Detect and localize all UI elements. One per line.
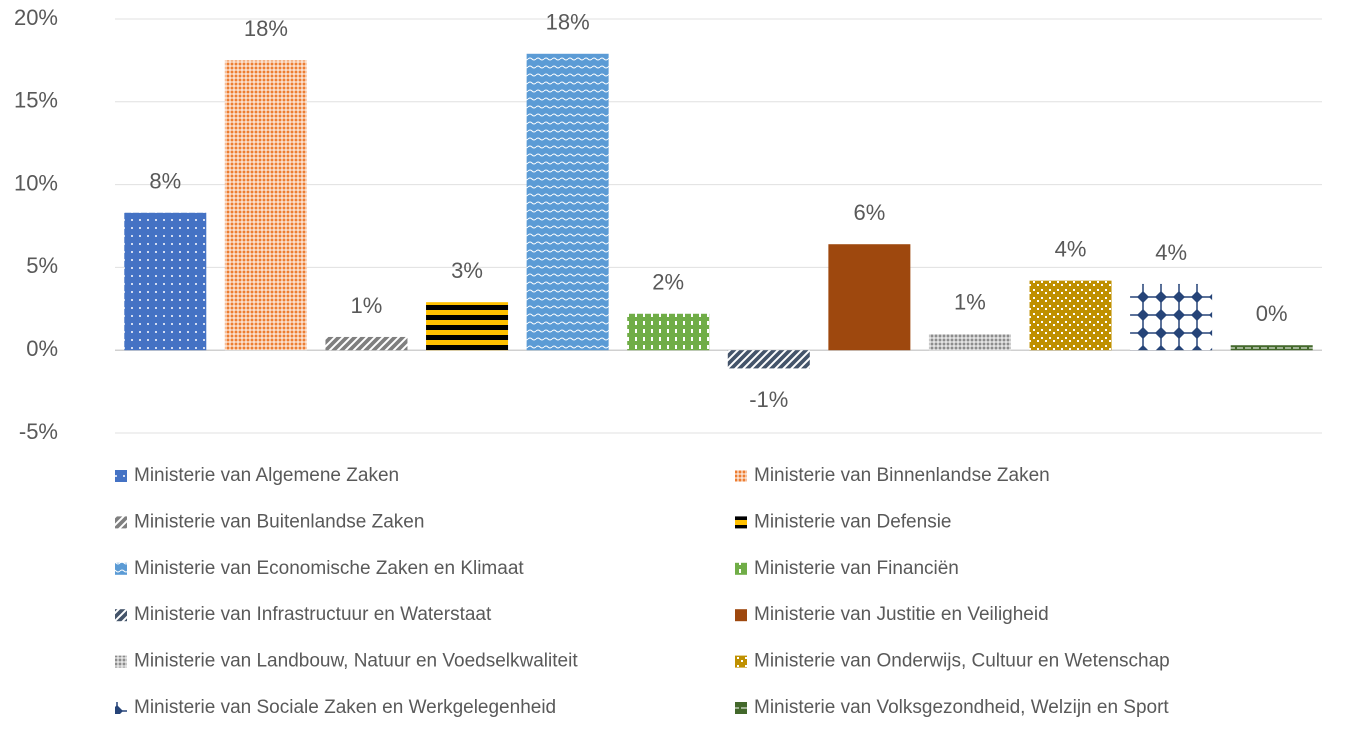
y-tick-label: -5%: [19, 419, 58, 444]
y-tick-label: 0%: [26, 336, 58, 361]
bar: [627, 313, 710, 351]
legend-swatch: [735, 516, 747, 529]
data-label: 1%: [954, 289, 986, 314]
data-label: 1%: [351, 293, 383, 318]
data-label: 4%: [1055, 236, 1087, 261]
y-tick-label: 5%: [26, 253, 58, 278]
bar: [1130, 283, 1213, 351]
y-tick-label: 10%: [14, 170, 58, 195]
legend-swatch: [115, 562, 127, 575]
legend-swatch: [115, 702, 127, 714]
legend-swatch: [735, 655, 747, 668]
data-label: 0%: [1256, 301, 1288, 326]
legend-swatch: [115, 655, 127, 668]
legend-swatch: [735, 609, 747, 622]
legend-label: Ministerie van Justitie en Veiligheid: [754, 604, 1049, 625]
legend-swatch: [735, 702, 747, 714]
bar: [325, 336, 408, 351]
legend-label: Ministerie van Financiën: [754, 558, 959, 579]
bar: [828, 244, 911, 351]
data-label: 18%: [546, 10, 590, 35]
bar: [928, 333, 1011, 351]
bar: [1029, 280, 1112, 351]
legend-label: Ministerie van Economische Zaken en Klim…: [134, 558, 524, 579]
data-label: -1%: [749, 387, 788, 412]
data-label: 18%: [244, 16, 288, 41]
bar: [526, 53, 609, 351]
legend-label: Ministerie van Landbouw, Natuur en Voeds…: [134, 651, 578, 672]
bar: [426, 302, 509, 351]
legend-label: Ministerie van Binnenlandse Zaken: [754, 465, 1050, 486]
bar: [224, 60, 307, 351]
legend-swatch: [115, 516, 127, 529]
legend-swatch: [735, 562, 747, 575]
legend-label: Ministerie van Sociale Zaken en Werkgele…: [134, 697, 556, 718]
y-tick-label: 15%: [14, 88, 58, 113]
legend-label: Ministerie van Volksgezondheid, Welzijn …: [754, 697, 1169, 718]
bar: [1230, 345, 1313, 351]
legend-swatch: [115, 609, 127, 622]
legend-label: Ministerie van Algemene Zaken: [134, 465, 399, 486]
legend-label: Ministerie van Infrastructuur en Waterst…: [134, 604, 492, 625]
legend-label: Ministerie van Buitenlandse Zaken: [134, 511, 424, 532]
y-tick-label: 20%: [14, 5, 58, 30]
bar: [124, 212, 207, 351]
data-label: 4%: [1155, 240, 1187, 265]
data-label: 3%: [451, 258, 483, 283]
data-label: 2%: [652, 270, 684, 295]
legend-swatch: [115, 470, 127, 482]
bar: [727, 350, 810, 369]
legend-label: Ministerie van Defensie: [754, 511, 951, 532]
legend-label: Ministerie van Onderwijs, Cultuur en Wet…: [754, 651, 1170, 672]
data-label: 6%: [853, 200, 885, 225]
legend-swatch: [735, 470, 747, 482]
data-label: 8%: [149, 169, 181, 194]
